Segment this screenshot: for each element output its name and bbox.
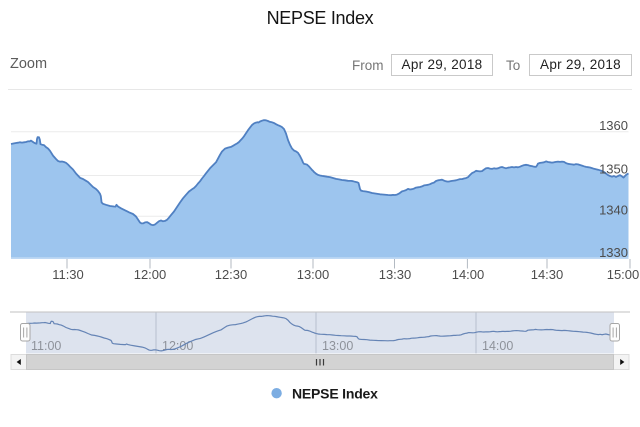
svg-text:13:30: 13:30 [379, 267, 412, 282]
svg-text:12:00: 12:00 [134, 267, 167, 282]
svg-text:NEPSE Index: NEPSE Index [292, 386, 378, 402]
svg-text:14:30: 14:30 [531, 267, 564, 282]
svg-text:1340: 1340 [599, 203, 628, 218]
svg-text:1350: 1350 [599, 162, 628, 177]
svg-text:11:00: 11:00 [31, 339, 61, 353]
svg-text:13:00: 13:00 [322, 339, 353, 353]
svg-text:12:30: 12:30 [215, 267, 248, 282]
svg-text:12:00: 12:00 [162, 339, 193, 353]
svg-text:13:00: 13:00 [297, 267, 330, 282]
svg-text:11:30: 11:30 [52, 267, 84, 282]
svg-text:14:00: 14:00 [482, 339, 513, 353]
svg-text:15:00: 15:00 [607, 267, 640, 282]
svg-text:1330: 1330 [599, 245, 628, 260]
svg-text:1360: 1360 [599, 118, 628, 133]
svg-text:14:00: 14:00 [452, 267, 485, 282]
